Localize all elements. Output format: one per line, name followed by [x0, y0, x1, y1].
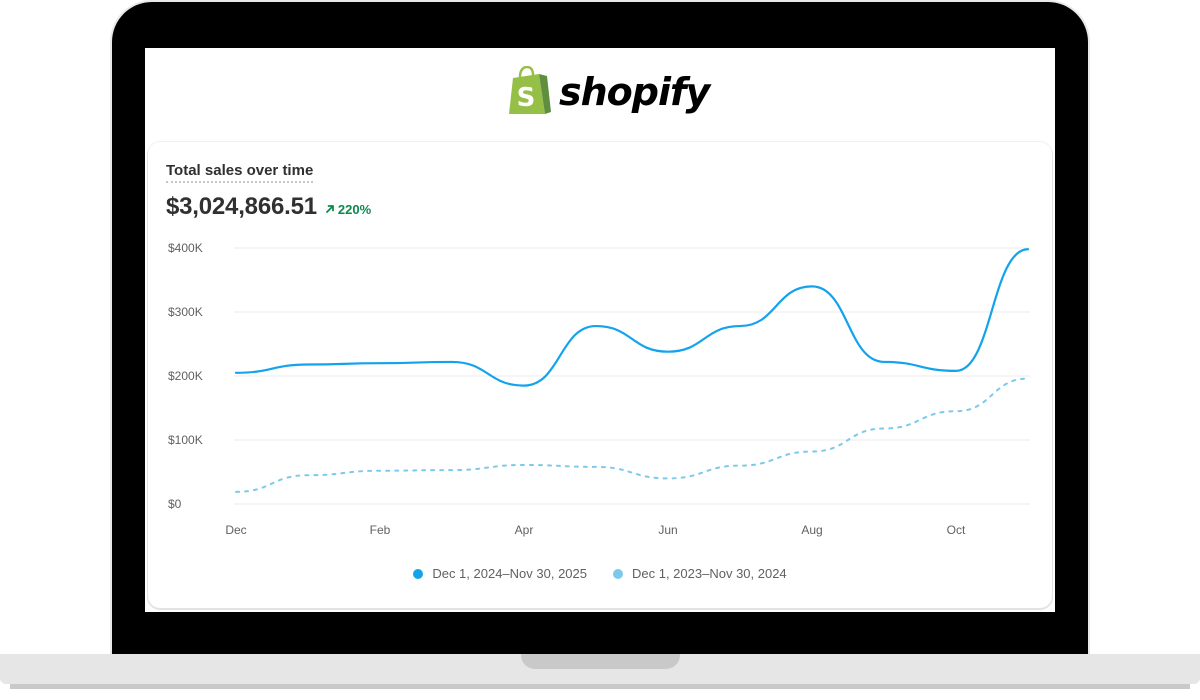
chart-legend: Dec 1, 2024–Nov 30, 2025 Dec 1, 2023–Nov…	[148, 566, 1052, 581]
legend-dot-icon	[413, 568, 424, 579]
x-axis-label: Jun	[658, 523, 677, 537]
x-axis-label: Apr	[515, 523, 534, 537]
x-axis-label: Dec	[225, 523, 246, 537]
legend-dot-icon	[613, 568, 623, 579]
arrow-up-right-icon	[325, 205, 334, 213]
sales-card: Total sales over time $3,024,866.51 220%…	[148, 142, 1052, 608]
legend-item-previous[interactable]: Dec 1, 2023–Nov 30, 2024	[613, 566, 787, 581]
y-axis-label: $100K	[168, 433, 203, 447]
total-sales: $3,024,866.51 220%	[166, 193, 371, 221]
current-period-line[interactable]	[234, 248, 1030, 387]
trend-badge: 220%	[325, 202, 371, 217]
shopify-wordmark: shopify	[559, 70, 710, 114]
shopping-bag-icon: S	[509, 66, 551, 114]
y-axis-label: $400K	[168, 241, 203, 255]
laptop-notch	[521, 654, 680, 669]
sales-line-chart[interactable]: $0 $100K $200K $300K $400K Dec Feb Apr Jun Aug Oct	[148, 142, 1052, 612]
laptop-base-shadow	[10, 684, 1190, 689]
x-axis-label: Oct	[947, 523, 966, 537]
legend-label: Dec 1, 2024–Nov 30, 2025	[432, 566, 587, 581]
y-axis-label: $200K	[168, 369, 203, 383]
legend-item-current[interactable]: Dec 1, 2024–Nov 30, 2025	[413, 566, 587, 581]
y-axis-label: $0	[168, 497, 182, 511]
previous-period-line[interactable]	[235, 377, 1029, 493]
laptop-screen: S shopify Total sales over time $3,024,8…	[145, 48, 1055, 612]
svg-text:S: S	[517, 83, 536, 113]
laptop-base	[0, 654, 1200, 689]
y-axis-label: $300K	[168, 305, 203, 319]
legend-label: Dec 1, 2023–Nov 30, 2024	[632, 566, 787, 581]
x-axis-label: Aug	[801, 523, 822, 537]
x-axis-label: Feb	[370, 523, 391, 537]
card-title[interactable]: Total sales over time	[166, 162, 314, 183]
total-sales-value: $3,024,866.51	[166, 193, 317, 220]
shopify-logo: S shopify	[507, 66, 710, 118]
trend-percent: 220%	[337, 201, 372, 217]
